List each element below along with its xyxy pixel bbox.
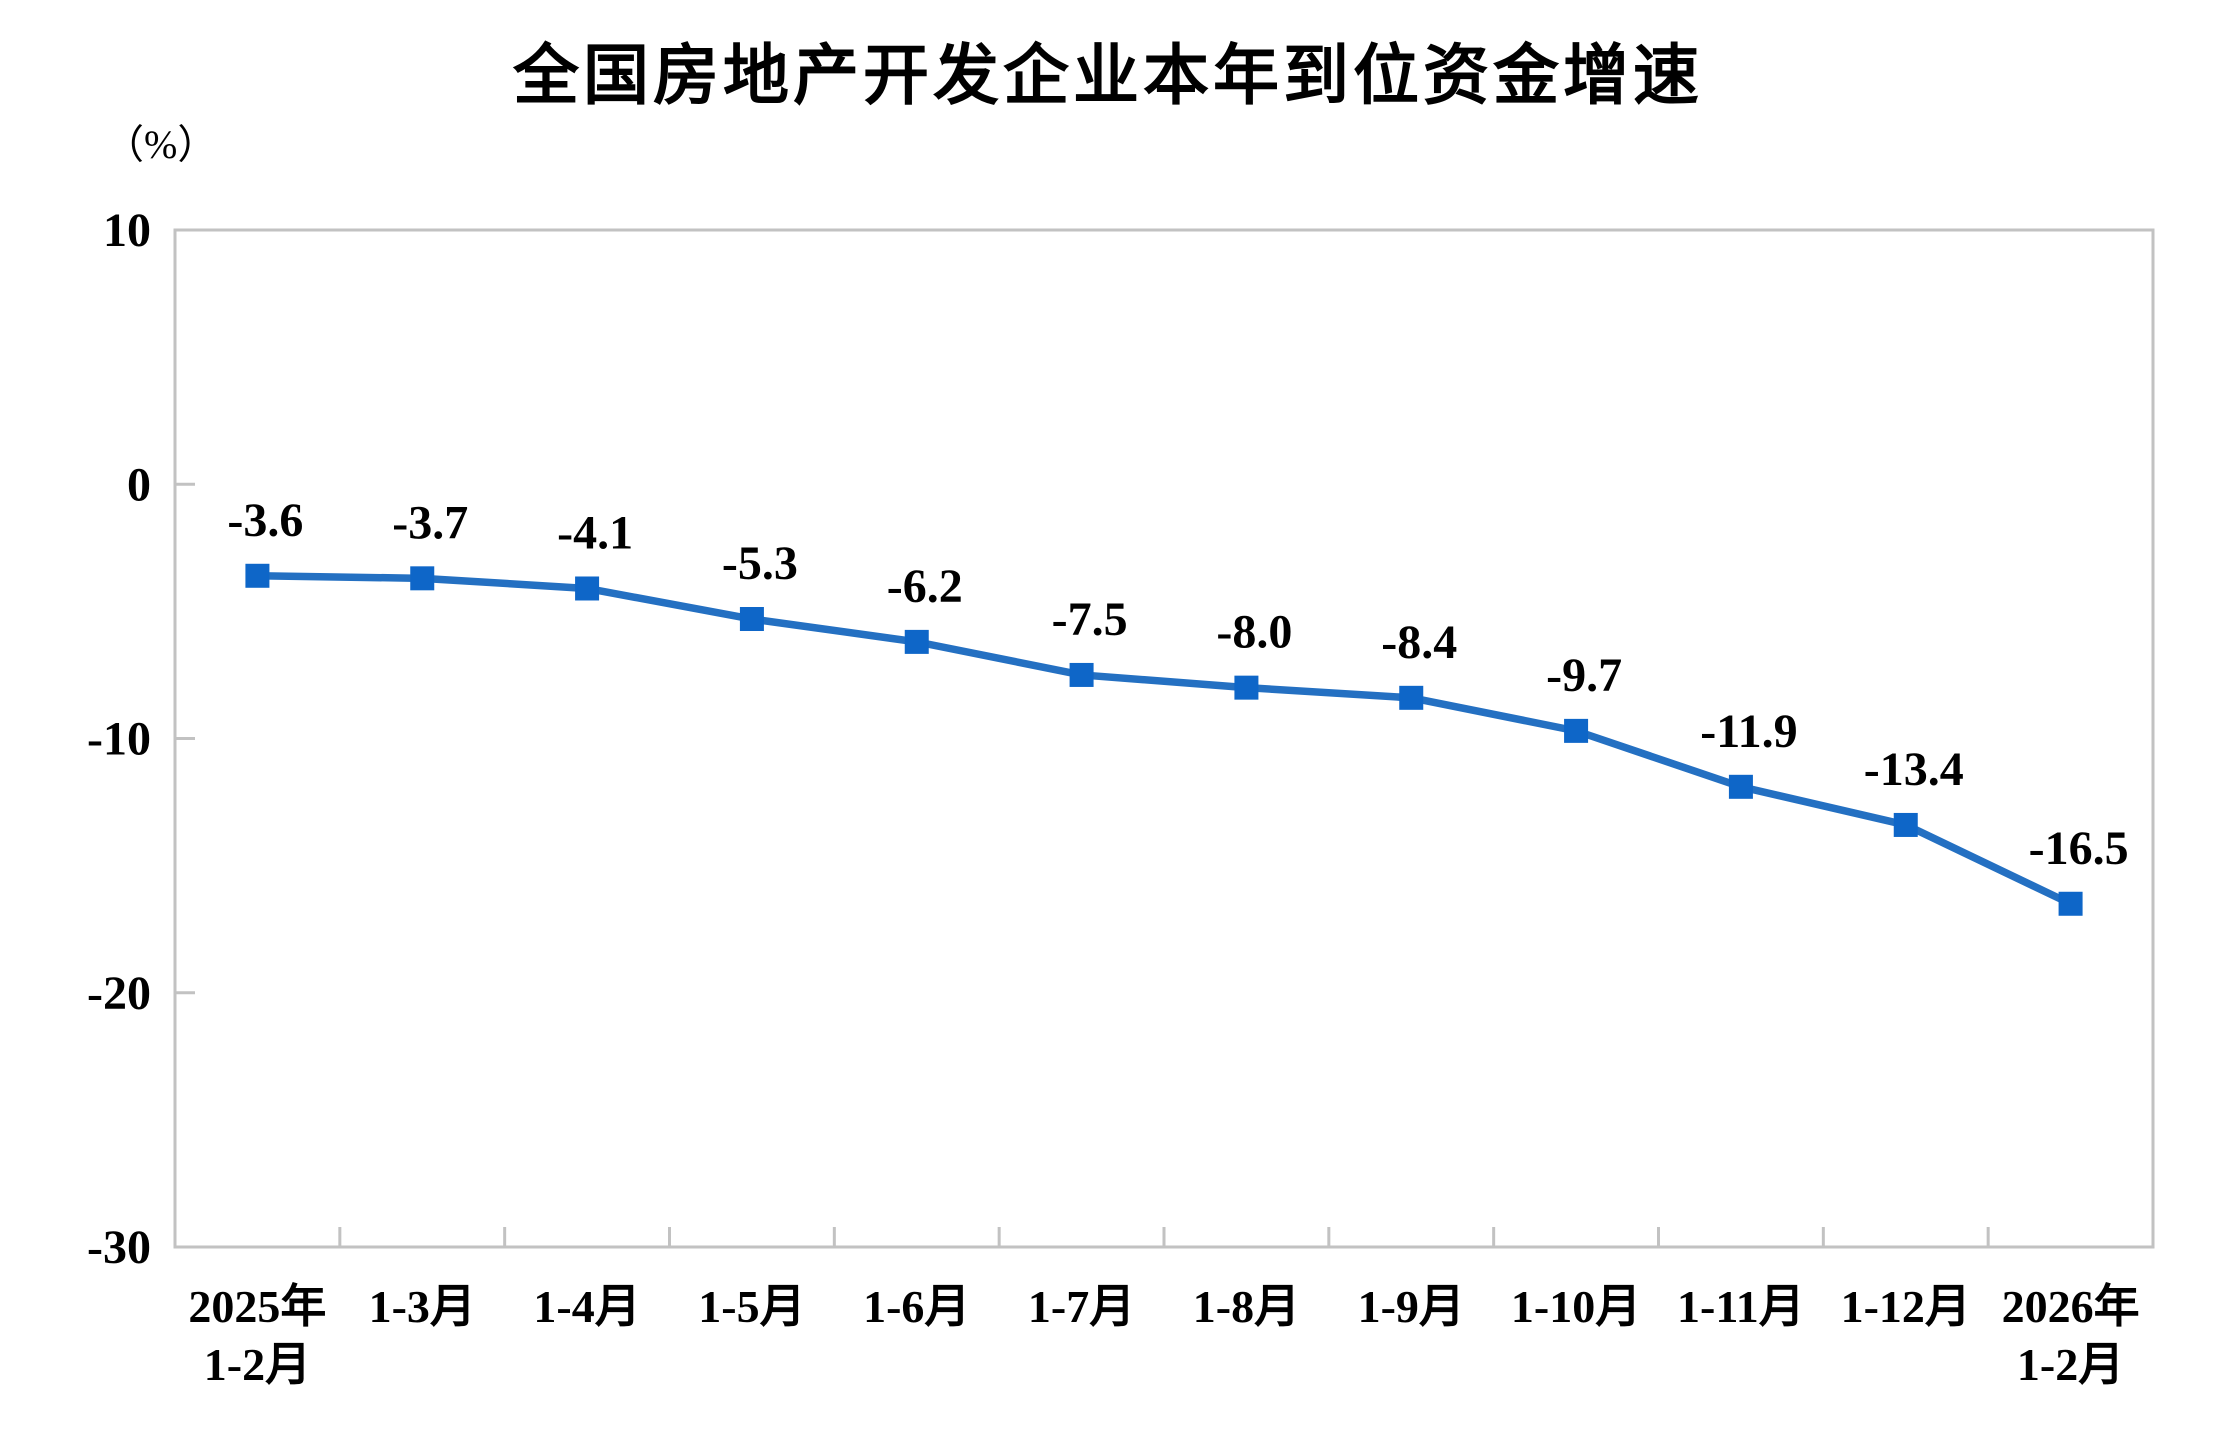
- data-point-label: -16.5: [2029, 822, 2129, 875]
- data-point-marker: [245, 563, 270, 588]
- data-point-marker: [739, 607, 764, 632]
- x-tick-label: 1-5月: [698, 1281, 805, 1332]
- data-point-label: -8.0: [1216, 606, 1292, 659]
- plot-frame: [173, 228, 2155, 1249]
- x-tick-label: 1-7月: [1028, 1281, 1135, 1332]
- x-tick-label: 1-8月: [1193, 1281, 1300, 1332]
- data-point-label: -8.4: [1381, 616, 1457, 669]
- data-point-marker: [1234, 675, 1259, 700]
- data-point-label: -3.6: [227, 494, 303, 547]
- data-point-label: -11.9: [1700, 705, 1797, 758]
- y-tick-label: 10: [103, 204, 151, 257]
- x-tick-label: 2026年 1-2月: [2002, 1281, 2140, 1390]
- data-point-marker: [904, 629, 929, 654]
- data-point-marker: [1893, 812, 1918, 837]
- data-point-label: -3.7: [392, 496, 468, 549]
- data-point-label: -9.7: [1546, 649, 1622, 702]
- y-axis-unit-label: （%）: [104, 122, 218, 167]
- data-point-marker: [575, 576, 600, 601]
- data-point-marker: [2058, 891, 2083, 916]
- data-point-marker: [1399, 685, 1424, 710]
- data-point-label: -5.3: [722, 537, 798, 590]
- data-point-marker: [410, 566, 435, 591]
- chart-title: 全国房地产开发企业本年到位资金增速: [513, 38, 1703, 112]
- data-point-label: -13.4: [1864, 743, 1964, 796]
- data-point-marker: [1069, 662, 1094, 687]
- data-point-label: -4.1: [557, 506, 633, 559]
- x-tick-label: 1-6月: [863, 1281, 970, 1332]
- x-tick-label: 1-10月: [1511, 1281, 1641, 1332]
- x-tick-label: 1-3月: [369, 1281, 476, 1332]
- y-tick-label: -20: [87, 967, 151, 1020]
- data-point-marker: [1728, 774, 1753, 799]
- data-point-label: -6.2: [887, 560, 963, 613]
- x-tick-label: 1-11月: [1677, 1281, 1805, 1332]
- data-point-marker: [1564, 718, 1589, 743]
- series-line: [253, 572, 2075, 908]
- y-tick-label: -30: [87, 1221, 151, 1274]
- x-tick-label: 1-12月: [1841, 1281, 1971, 1332]
- data-point-label: -7.5: [1052, 593, 1128, 646]
- y-tick-label: 0: [127, 458, 151, 511]
- x-tick-label: 1-9月: [1358, 1281, 1465, 1332]
- x-tick-label: 1-4月: [533, 1281, 640, 1332]
- x-tick-label: 2025年 1-2月: [188, 1281, 326, 1390]
- y-tick-label: -10: [87, 713, 151, 766]
